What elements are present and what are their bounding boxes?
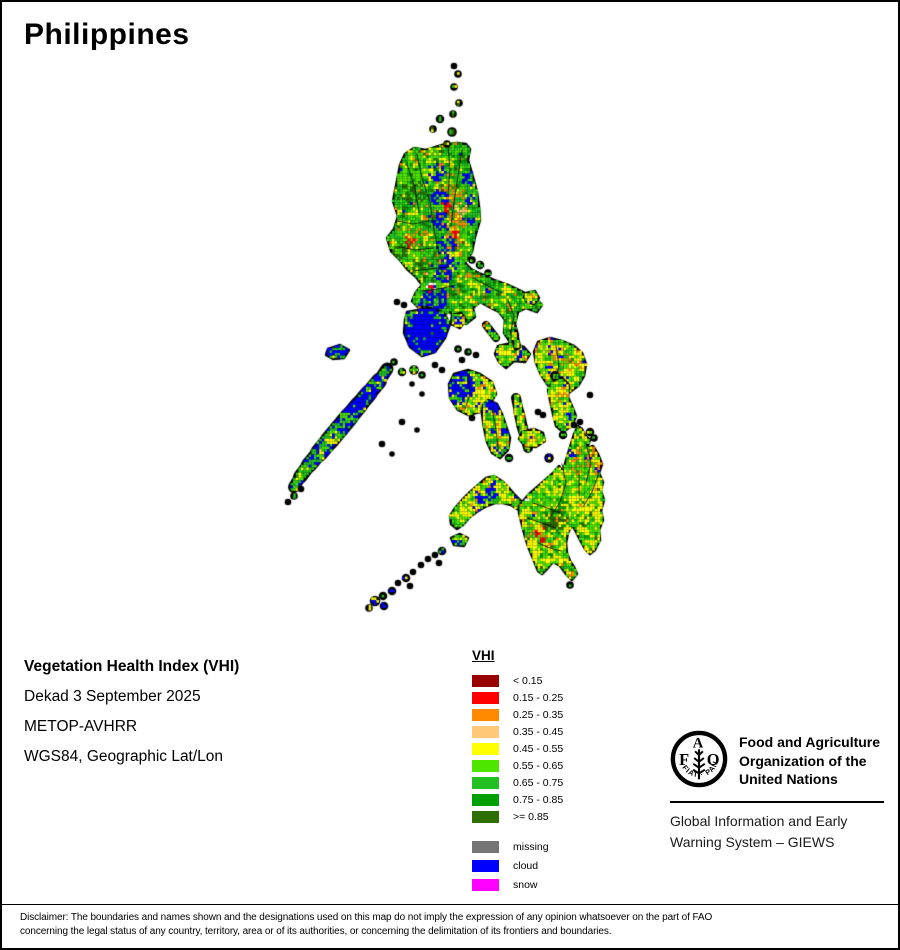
legend-label: >= 0.85 [513,810,549,823]
legend-row: 0.45 - 0.55 [472,740,563,757]
text-line: Dekad 3 September 2025 [24,688,201,705]
legend-label: 0.15 - 0.25 [513,691,564,704]
giews-lines: Global Information and Early Warning Syst… [670,811,890,853]
text-line: Warning System – GIEWS [670,834,835,850]
legend-swatch [472,759,499,772]
fao-org-lines: Food and Agriculture Organization of the U… [739,733,880,789]
vhi-legend: VHI < 0.15 0.15 - 0.25 0.25 - 0.35 0.35 - 0… [472,648,563,894]
legend-classes: < 0.15 0.15 - 0.25 0.25 - 0.35 0.35 - 0.45 0… [472,672,563,825]
legend-label: 0.75 - 0.85 [513,793,564,806]
legend-swatch [472,859,499,872]
legend-swatch [472,793,499,806]
philippines-vhi-map [2,2,898,642]
info-title: Vegetation Health Index (VHI) [24,658,240,675]
legend-swatch [472,674,499,687]
legend-row: 0.55 - 0.65 [472,757,563,774]
legend-swatch [472,725,499,738]
legend-row: snow [472,875,563,894]
svg-text:O: O [707,750,720,769]
legend-label: missing [513,840,549,853]
legend-row: missing [472,837,563,856]
legend-row: 0.65 - 0.75 [472,774,563,791]
legend-label: 0.65 - 0.75 [513,776,564,789]
legend-label: 0.25 - 0.35 [513,708,564,721]
fao-top: F A O FIAT · PANIS Food and Agriculture O… [670,729,890,789]
legend-row: cloud [472,856,563,875]
legend-row: 0.35 - 0.45 [472,723,563,740]
legend-title: VHI [472,648,495,663]
text-line: Food and Agriculture [739,734,881,750]
svg-text:A: A [693,735,704,751]
map-info-block: Vegetation Health Index (VHI) Dekad 3 Se… [24,652,239,772]
legend-swatch [472,691,499,704]
legend-row: >= 0.85 [472,808,563,825]
legend-swatch [472,810,499,823]
legend-label: 0.55 - 0.65 [513,759,564,772]
text-line: United Nations [739,771,838,787]
legend-label: 0.45 - 0.55 [513,742,564,755]
legend-row: 0.25 - 0.35 [472,706,563,723]
legend-swatch [472,840,499,853]
legend-label: < 0.15 [513,674,543,687]
legend-row: < 0.15 [472,672,563,689]
legend-swatch [472,742,499,755]
legend-row: 0.15 - 0.25 [472,689,563,706]
fao-block: F A O FIAT · PANIS Food and Agriculture O… [670,729,890,853]
fao-logo-icon: F A O FIAT · PANIS [670,729,728,788]
legend-swatch [472,708,499,721]
svg-text:F: F [679,750,689,769]
info-lines: Dekad 3 September 2025 METOP-AVHRR WGS84, … [24,682,239,772]
text-line: Organization of the [739,752,867,769]
fao-divider [670,801,884,803]
disclaimer-text: Disclaimer: The boundaries and names sho… [20,912,713,937]
text-line: Global Information and Early [670,813,848,829]
text-line: METOP-AVHRR [24,718,138,735]
page-title: Philippines [24,18,190,51]
legend-label: 0.35 - 0.45 [513,725,564,738]
legend-swatch [472,878,499,891]
legend-label: cloud [513,859,539,872]
legend-extra: missing cloud snow [472,837,563,894]
legend-label: snow [513,878,538,891]
footer-divider [2,904,898,905]
legend-row: 0.75 - 0.85 [472,791,563,808]
text-line: WGS84, Geographic Lat/Lon [24,748,224,765]
legend-swatch [472,776,499,789]
